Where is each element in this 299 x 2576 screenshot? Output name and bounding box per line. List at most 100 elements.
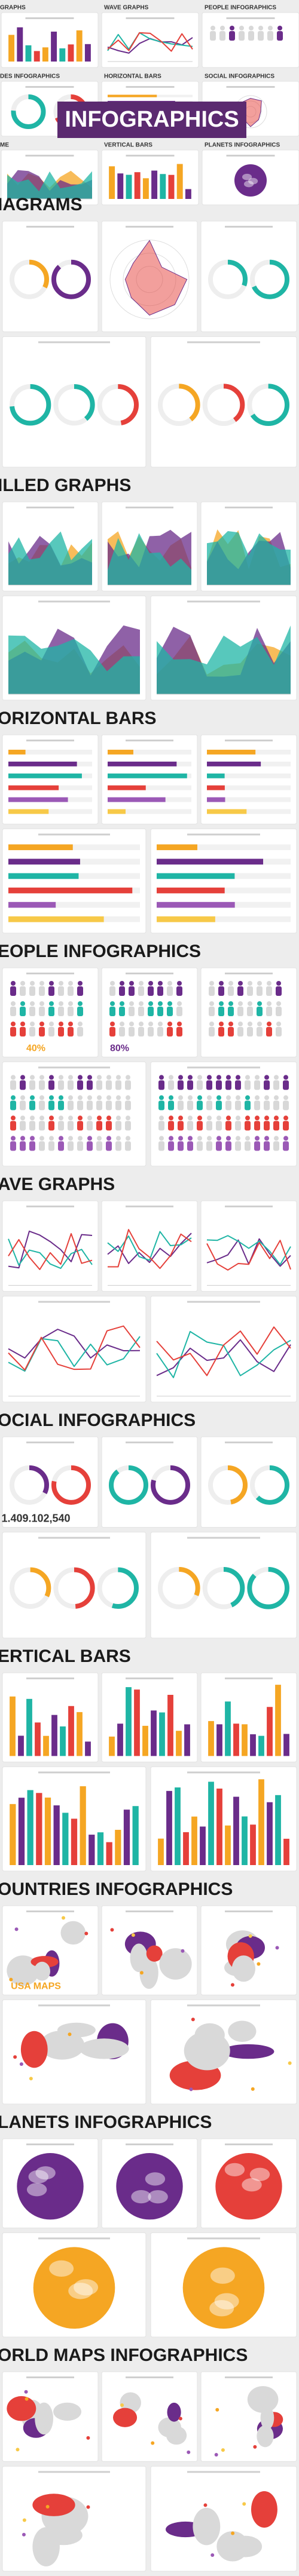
card-caption: [187, 1771, 260, 1774]
map-region: [39, 2030, 85, 2060]
bar: [108, 749, 133, 755]
person-head: [59, 1136, 63, 1141]
bar: [157, 887, 225, 894]
person-head: [178, 1095, 183, 1100]
bar: [42, 47, 48, 62]
person-body: [273, 1141, 279, 1151]
map-pin: [210, 2553, 215, 2557]
person-head: [30, 1022, 35, 1026]
person-body: [77, 1007, 83, 1016]
bar: [233, 1796, 239, 1865]
person-body: [96, 1141, 102, 1151]
person-head: [39, 1075, 44, 1080]
bar: [126, 174, 132, 199]
person-head: [20, 1095, 25, 1100]
bar-track: [108, 809, 191, 814]
person-head: [78, 1095, 83, 1100]
person-body: [96, 1100, 102, 1111]
card-caption: [26, 2143, 74, 2145]
person-head: [68, 1115, 73, 1121]
card-caption: [225, 2143, 273, 2145]
person-body: [267, 31, 273, 41]
person-head: [177, 981, 182, 986]
person-body: [39, 1080, 45, 1090]
section-title: ILLED GRAPHS: [0, 476, 131, 495]
card-caption: [126, 1206, 173, 1207]
person-body: [239, 31, 245, 41]
person-head: [39, 1136, 44, 1141]
bar: [258, 1735, 264, 1756]
person-body: [229, 31, 235, 41]
bar: [10, 1696, 16, 1756]
person-head: [236, 1115, 240, 1121]
person-head: [116, 1095, 121, 1100]
card-caption: [187, 1537, 260, 1539]
person-head: [158, 1022, 163, 1026]
person-body: [68, 1100, 74, 1111]
map-pin: [257, 1962, 261, 1966]
person-head: [248, 1022, 252, 1026]
person-body: [237, 1007, 243, 1016]
section-title: OUNTRIES INFOGRAPHICS: [0, 1879, 233, 1899]
bar: [8, 773, 82, 778]
card: [101, 1200, 198, 1292]
person-body: [228, 1027, 234, 1036]
person-body: [254, 1080, 260, 1090]
bar: [275, 1795, 281, 1865]
person-body: [245, 1121, 251, 1131]
person-body: [216, 1121, 222, 1131]
person-body: [48, 1121, 54, 1131]
person-body: [106, 1100, 112, 1111]
person-body: [39, 1121, 45, 1131]
card-caption: [26, 1910, 74, 1912]
person-body: [247, 986, 253, 996]
person-head: [106, 1115, 111, 1121]
person-head: [68, 1136, 73, 1141]
person-body: [273, 1080, 279, 1090]
person-body: [20, 1100, 26, 1111]
person-body: [206, 1121, 212, 1131]
thumbnail-title: VERTICAL BARS: [104, 142, 152, 149]
person-body: [167, 1007, 173, 1016]
bar: [283, 1734, 289, 1756]
person-head: [276, 1022, 281, 1026]
bar: [157, 901, 235, 908]
title-banner: [57, 102, 246, 138]
donut-arc: [10, 1465, 49, 1505]
bar: [134, 172, 141, 199]
person-body: [148, 986, 154, 996]
person-body: [77, 1121, 83, 1131]
donut-arc: [208, 1465, 248, 1505]
person-body: [157, 1027, 163, 1036]
person-head: [258, 26, 263, 30]
area-shape: [8, 635, 140, 694]
map-pin: [215, 2408, 219, 2412]
bar: [109, 166, 115, 199]
bar: [108, 809, 126, 814]
map-pin: [178, 2416, 182, 2421]
person-body: [20, 986, 26, 996]
card-caption: [126, 155, 175, 157]
card-caption: [187, 600, 260, 603]
person-body: [58, 1007, 64, 1016]
radar-shape: [124, 240, 188, 316]
map-region: [57, 2022, 96, 2038]
person-body: [129, 1027, 135, 1036]
bar-track: [8, 901, 140, 908]
person-head: [255, 1095, 260, 1100]
wave-line: [206, 1235, 291, 1265]
card-caption: [126, 226, 173, 228]
bar: [207, 749, 256, 755]
bar: [275, 1685, 281, 1756]
bar: [8, 858, 80, 865]
map-pin: [29, 2077, 33, 2081]
person-body: [257, 1007, 263, 1016]
person-head: [78, 1075, 83, 1080]
bar: [207, 773, 225, 778]
map-pin: [191, 2017, 195, 2022]
bar: [175, 1787, 181, 1865]
bar: [53, 1805, 60, 1865]
card-caption: [126, 2376, 173, 2378]
card-caption: [38, 2471, 110, 2473]
section-label: 1.409.102,540: [1, 1512, 70, 1524]
